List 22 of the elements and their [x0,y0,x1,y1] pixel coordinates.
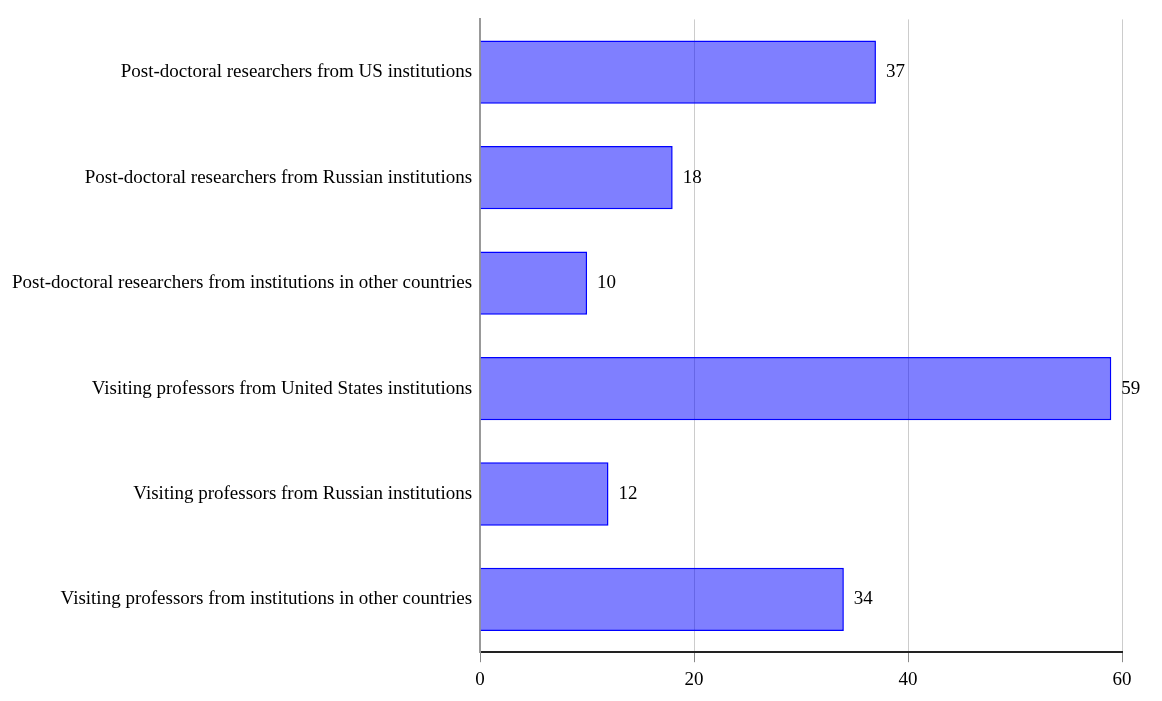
y-tick-label: Post-doctoral researchers from Russian institutions [84,165,473,187]
data-label: 10 [597,271,617,293]
y-tick-label: Visiting professors from Russian institutions [133,481,473,503]
data-label: 18 [682,165,702,187]
data-label: 59 [1121,376,1141,398]
y-tick-label: Visiting professors from United States institutions [91,376,473,398]
bar [480,145,673,210]
y-tick-label: Visiting professors from institutions in other countries [60,587,473,609]
bar [480,462,609,526]
bar [480,251,588,315]
x-tick-label: 0 [475,667,485,689]
data-label: 12 [618,481,638,503]
data-label: 37 [885,60,905,82]
bar [480,567,844,632]
x-tick-label: 20 [684,667,704,689]
bar [480,40,876,104]
x-tick-label: 60 [1112,667,1132,689]
data-label: 34 [853,587,874,609]
bar [480,356,1112,421]
y-tick-label: Post-doctoral researchers from US institutions [120,60,473,82]
x-tick-label: 40 [898,667,918,689]
y-tick-label: Post-doctoral researchers from institutions in other countries [11,271,473,293]
